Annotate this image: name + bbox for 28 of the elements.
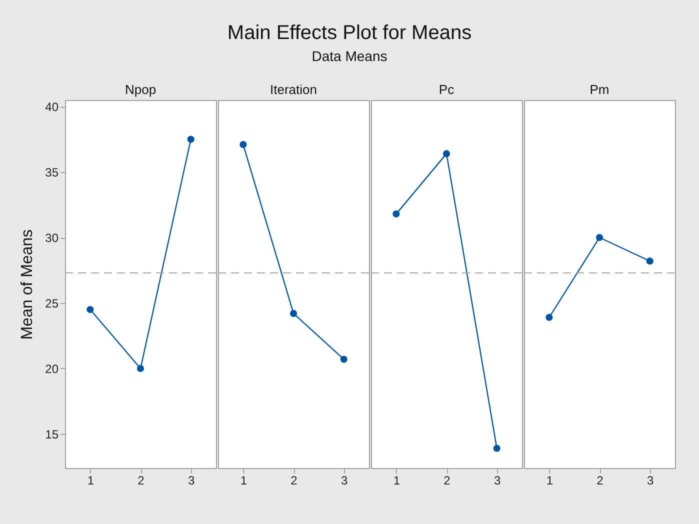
y-tick-label: 20	[45, 362, 59, 376]
y-tick-label: 40	[45, 100, 59, 114]
y-tick-label: 15	[45, 427, 59, 442]
x-tick-label: 1	[240, 474, 248, 488]
x-tick-label: 2	[444, 474, 451, 488]
y-axis-title: Mean of Means	[19, 229, 36, 340]
x-tick-label: 1	[546, 474, 554, 488]
y-tick-label: 25	[45, 296, 59, 310]
x-tick-label: 3	[646, 474, 654, 488]
point	[187, 136, 194, 143]
x-tick-label: 2	[138, 474, 145, 488]
x-tick-label: 1	[87, 474, 94, 488]
chart-title: Pm	[590, 82, 610, 97]
x-tick-label: 3	[494, 474, 501, 488]
x-tick-label: 3	[340, 474, 348, 488]
text: Main Effects Plot for Means	[226, 22, 473, 45]
point	[86, 306, 94, 314]
chart-title: Npop	[124, 82, 156, 97]
chart-title: Pc	[438, 82, 455, 97]
x-tick-label: 2	[290, 474, 298, 488]
y-tick-label: 30	[45, 231, 59, 246]
x-tick-label: 2	[596, 474, 604, 488]
point	[136, 364, 144, 372]
y-tick-label: 35	[45, 166, 59, 180]
x-tick-label: 3	[188, 474, 195, 488]
x-tick-label: 1	[393, 474, 400, 488]
text: Data Means	[310, 48, 388, 64]
chart-title: Iteration	[270, 82, 317, 97]
